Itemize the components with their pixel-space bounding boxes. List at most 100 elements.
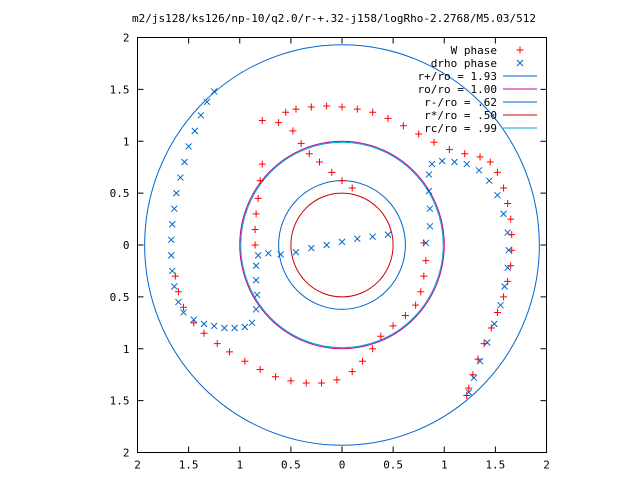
y-tick-label: 1.5 bbox=[110, 395, 130, 408]
w-phase-point bbox=[507, 262, 515, 270]
drho-phase-point bbox=[170, 205, 178, 213]
circle-ring bbox=[240, 141, 444, 349]
w-phase-point bbox=[307, 103, 315, 111]
w-phase-point bbox=[508, 246, 516, 254]
drho-phase-point bbox=[485, 177, 493, 185]
drho-phase-point bbox=[425, 171, 433, 178]
drho-phase-point bbox=[173, 189, 180, 197]
drho-phase-point bbox=[180, 309, 187, 316]
x-tick-label: 0.5 bbox=[383, 459, 403, 472]
w-phase-point bbox=[174, 288, 182, 296]
drho-phase-point bbox=[167, 236, 175, 244]
drho-phase-point bbox=[248, 319, 256, 327]
w-phase-point bbox=[348, 184, 356, 192]
w-phase-point bbox=[226, 348, 234, 356]
w-phase-point bbox=[353, 105, 361, 113]
x-tick-label: 1.5 bbox=[179, 459, 199, 472]
w-phase-point bbox=[412, 301, 420, 309]
legend-label: r*/ro = .50 bbox=[424, 109, 497, 122]
w-phase-point bbox=[251, 241, 259, 249]
drho-phase-point bbox=[425, 187, 433, 195]
w-phase-point bbox=[213, 340, 221, 348]
w-phase-point bbox=[272, 373, 280, 381]
legend-label: W phase bbox=[451, 44, 497, 57]
w-phase-point bbox=[316, 158, 324, 166]
w-phase-point bbox=[445, 146, 453, 154]
y-tick-label: 1.5 bbox=[110, 83, 130, 96]
y-tick-label: 0.5 bbox=[110, 291, 130, 304]
drho-phase-point bbox=[203, 98, 211, 106]
w-phase-point bbox=[180, 303, 188, 311]
w-phase-point bbox=[465, 384, 473, 392]
legend-sample bbox=[516, 46, 524, 54]
circle-ring bbox=[144, 44, 540, 446]
drho-phase-point bbox=[210, 322, 218, 330]
legend-label: r-/ro = .62 bbox=[424, 96, 497, 109]
w-phase-point bbox=[292, 105, 300, 113]
w-phase-point bbox=[282, 108, 290, 116]
w-phase-point bbox=[358, 357, 366, 365]
drho-phase-point bbox=[210, 88, 218, 95]
x-tick-label: 1 bbox=[236, 459, 243, 472]
chart-title: m2/js128/ks126/np-10/q2.0/r-+.32-j158/lo… bbox=[132, 12, 536, 25]
drho-phase-point bbox=[168, 220, 176, 228]
w-phase-point bbox=[190, 319, 198, 327]
drho-phase-point bbox=[501, 283, 508, 290]
drho-phase-point bbox=[241, 323, 249, 331]
w-phase-point bbox=[254, 194, 262, 202]
w-phase-point bbox=[328, 168, 336, 176]
drho-phase-point bbox=[175, 298, 182, 306]
w-phase-point bbox=[297, 139, 305, 147]
w-phase-point bbox=[377, 332, 385, 340]
drho-phase-point bbox=[426, 205, 434, 213]
drho-phase-point bbox=[252, 305, 260, 313]
drho-phase-point bbox=[497, 301, 504, 309]
w-phase-point bbox=[487, 324, 495, 332]
w-phase-point bbox=[401, 312, 409, 320]
legend-label: r+/ro = 1.93 bbox=[418, 70, 497, 83]
drho-phase-point bbox=[170, 283, 178, 290]
w-phase-point bbox=[500, 293, 508, 301]
drho-phase-point bbox=[451, 158, 458, 166]
w-phase-point bbox=[384, 114, 392, 122]
drho-phase-point bbox=[231, 324, 238, 332]
x-tick-label: 2 bbox=[543, 459, 550, 472]
drho-phase-point bbox=[428, 160, 436, 168]
drho-phase-point bbox=[167, 252, 175, 259]
y-tick-label: 1 bbox=[123, 343, 130, 356]
plot-area bbox=[144, 44, 540, 446]
y-tick-label: 2 bbox=[123, 32, 130, 45]
w-phase-point bbox=[252, 210, 260, 218]
drho-phase-point bbox=[422, 239, 430, 247]
w-phase-point bbox=[504, 200, 512, 207]
drho-phase-point bbox=[168, 267, 176, 275]
drho-phase-point bbox=[470, 374, 478, 382]
w-phase-point bbox=[256, 177, 264, 185]
legend-sample bbox=[516, 59, 524, 67]
drho-phase-point bbox=[307, 244, 315, 252]
drho-phase-point bbox=[438, 157, 446, 165]
drho-phase-point bbox=[353, 235, 361, 243]
w-phase-series bbox=[171, 102, 516, 399]
axes-ticks: 2 1.5 1 0.5 0 0.5 1 1.5 221.510.500.511.52 bbox=[110, 32, 550, 472]
drho-phase-point bbox=[504, 229, 511, 236]
y-tick-label: 2 bbox=[123, 447, 130, 460]
legend-label: rc/ro = .99 bbox=[424, 122, 497, 135]
circle-ring bbox=[278, 180, 406, 310]
drho-phase-point bbox=[323, 241, 331, 249]
circle-ring bbox=[290, 192, 394, 298]
drho-phase-point bbox=[254, 252, 262, 259]
drho-phase-point bbox=[197, 111, 205, 119]
drho-phase-point bbox=[191, 127, 199, 135]
drho-phase-point bbox=[463, 160, 471, 168]
drho-phase-point bbox=[490, 320, 498, 328]
drho-phase-point bbox=[504, 264, 511, 272]
x-tick-label: 0 bbox=[339, 459, 346, 472]
drho-phase-point bbox=[500, 210, 507, 218]
w-phase-point bbox=[389, 322, 397, 330]
y-tick-label: 1 bbox=[123, 135, 130, 148]
w-phase-point bbox=[399, 122, 407, 130]
w-phase-point bbox=[338, 177, 346, 185]
w-phase-point bbox=[369, 108, 377, 116]
x-tick-label: 2 bbox=[134, 459, 141, 472]
